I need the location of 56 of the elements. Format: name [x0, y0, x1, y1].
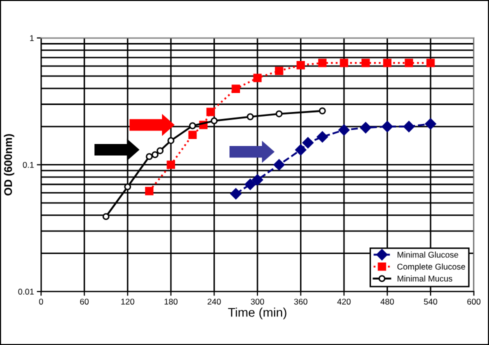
- y-tick-label: 0.01: [18, 288, 34, 295]
- point: [145, 186, 154, 196]
- x-tick-label: 180: [164, 298, 178, 305]
- y-axis-title: OD (600nm): [4, 134, 14, 196]
- point: [246, 113, 254, 120]
- point: [316, 131, 328, 142]
- point: [230, 188, 242, 200]
- point: [252, 174, 264, 186]
- point: [340, 58, 348, 68]
- point: [189, 122, 196, 130]
- point: [102, 213, 110, 220]
- point: [276, 110, 283, 118]
- point: [338, 124, 350, 136]
- y-tick-label: 1: [30, 35, 34, 41]
- x-axis-title: Time (min): [228, 308, 286, 320]
- point: [206, 108, 215, 116]
- point: [232, 84, 240, 93]
- point: [318, 58, 327, 68]
- point: [166, 160, 176, 169]
- point: [382, 120, 393, 132]
- point: [426, 58, 435, 68]
- x-tick-label: 240: [208, 298, 221, 305]
- point: [152, 151, 159, 158]
- point: [167, 137, 174, 144]
- point: [361, 58, 370, 68]
- legend-label: Complete Glucose: [397, 263, 466, 272]
- point: [274, 66, 284, 76]
- point: [302, 137, 314, 148]
- point: [273, 159, 285, 170]
- x-tick-label: 600: [467, 298, 480, 305]
- point: [124, 183, 132, 190]
- point: [210, 117, 218, 124]
- x-tick-label: 300: [250, 298, 264, 305]
- point: [360, 122, 372, 134]
- x-tick-label: 0: [39, 298, 44, 305]
- point: [403, 120, 415, 132]
- point: [253, 74, 262, 82]
- legend-label: Minimal Mucus: [398, 275, 452, 282]
- legend-label: Minimal Glucose: [398, 252, 458, 258]
- x-tick-label: 60: [80, 298, 89, 305]
- point: [295, 144, 306, 156]
- point: [244, 178, 256, 190]
- point: [146, 153, 153, 160]
- y-tick-label: 0.1: [22, 162, 34, 168]
- point: [318, 107, 326, 114]
- point: [404, 58, 414, 68]
- x-tick-label: 480: [380, 298, 394, 305]
- point: [156, 147, 164, 154]
- point: [383, 58, 392, 68]
- x-tick-label: 420: [337, 298, 351, 305]
- point: [188, 130, 197, 140]
- point: [296, 61, 305, 70]
- point: [424, 118, 436, 130]
- x-tick-label: 120: [121, 298, 134, 305]
- x-tick-label: 360: [294, 298, 308, 305]
- x-tick-label: 540: [424, 298, 438, 305]
